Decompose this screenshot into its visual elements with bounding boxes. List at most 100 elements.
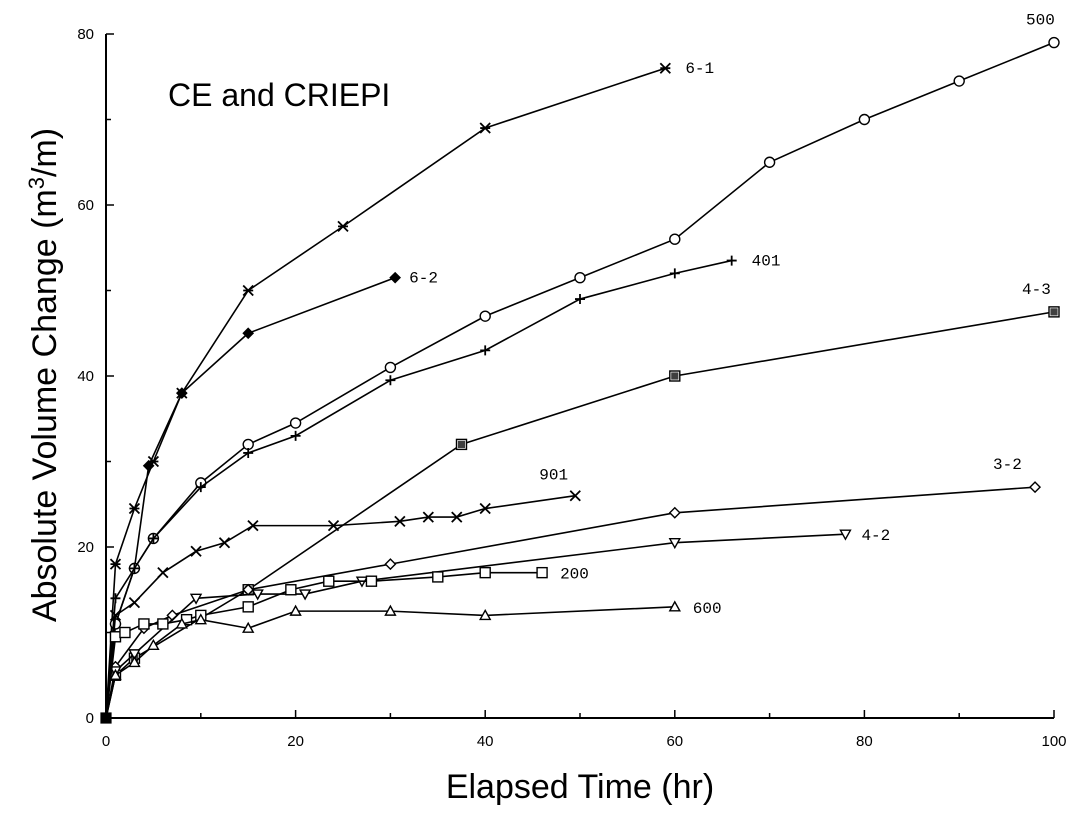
series-901: 901 (105, 467, 581, 719)
series-label: 901 (539, 467, 568, 485)
data-point (285, 584, 297, 596)
data-point (147, 638, 160, 651)
data-point (175, 387, 188, 399)
y-tick-label: 20 (77, 539, 94, 556)
data-point (574, 271, 586, 284)
data-point (128, 596, 141, 609)
data-point (243, 447, 254, 458)
data-point (289, 417, 302, 429)
series-line (105, 486, 1036, 719)
data-point (247, 519, 259, 532)
data-point (1029, 481, 1042, 494)
data-point (669, 268, 680, 279)
data-point (327, 519, 340, 532)
data-point (242, 327, 255, 340)
data-point (157, 618, 169, 630)
data-point (668, 600, 681, 612)
data-point (242, 601, 254, 613)
data-point (726, 255, 737, 266)
data-point (384, 604, 397, 616)
data-point (479, 310, 491, 322)
data-point (451, 511, 463, 523)
data-point (763, 156, 776, 168)
data-point (110, 593, 121, 604)
x-tick-label: 20 (287, 733, 304, 750)
series-600: 600 (105, 600, 722, 719)
series-label: 200 (560, 566, 589, 584)
data-point (109, 558, 122, 570)
data-point (109, 631, 122, 643)
data-point (839, 529, 852, 541)
data-point (385, 375, 396, 386)
data-point (389, 271, 401, 284)
x-tick-label: 60 (666, 733, 683, 750)
data-point (669, 233, 681, 245)
y-axis-title: Absolute Volume Change (m3/m) (24, 128, 64, 622)
data-point (455, 438, 468, 451)
data-point (858, 113, 871, 126)
data-point (1048, 36, 1060, 49)
series-label: 500 (1026, 12, 1055, 30)
x-tick-label: 0 (102, 733, 110, 750)
origin-point (100, 712, 112, 724)
series-4-2: 4-2 (105, 527, 890, 719)
data-point (365, 575, 378, 587)
data-point (148, 533, 159, 544)
series-line (105, 259, 732, 719)
series-label: 401 (752, 253, 781, 271)
data-point (242, 284, 254, 297)
data-point (1048, 306, 1060, 318)
data-point (384, 361, 397, 374)
series-label: 4-3 (1022, 281, 1051, 299)
series-layer: 6-1 6-2 500 401 4-3 901 3-2 4-2 200 600 (100, 12, 1060, 724)
data-point (175, 617, 189, 629)
data-point (251, 589, 264, 601)
data-point (394, 515, 406, 527)
y-tick-label: 40 (77, 368, 94, 385)
data-point (190, 545, 202, 557)
chart-title: CE and CRIEPI (168, 77, 390, 113)
series-line (105, 41, 1055, 719)
data-point (109, 668, 122, 680)
series-label: 6-2 (409, 270, 438, 288)
data-point (668, 506, 681, 519)
series-label: 3-2 (993, 456, 1022, 474)
data-point (138, 618, 150, 630)
x-tick-label: 40 (477, 733, 494, 750)
data-point (289, 604, 302, 616)
series-200: 200 (105, 566, 589, 719)
data-point (218, 537, 231, 549)
data-point (323, 575, 335, 587)
data-point (569, 490, 581, 502)
series-label: 6-1 (685, 60, 714, 78)
series-label: 600 (693, 600, 722, 618)
data-point (194, 613, 207, 625)
data-point (119, 626, 131, 639)
y-tick-label: 60 (77, 197, 94, 214)
data-point (298, 589, 312, 601)
series-label: 4-2 (861, 527, 890, 545)
x-tick-label: 80 (856, 733, 873, 750)
data-point (953, 75, 965, 87)
data-point (659, 62, 671, 74)
data-point (668, 538, 681, 550)
series-line (105, 311, 1055, 719)
series-line (105, 533, 846, 719)
data-point (157, 567, 169, 579)
series-line (105, 571, 543, 719)
data-point (128, 649, 141, 661)
data-point (479, 122, 491, 134)
x-axis-title: Elapsed Time (hr) (446, 768, 714, 806)
series-4-3: 4-3 (105, 281, 1060, 719)
data-point (195, 482, 206, 493)
data-point (189, 593, 203, 605)
data-point (242, 438, 254, 451)
data-point (480, 345, 491, 356)
data-point (129, 563, 140, 574)
series-401: 401 (105, 253, 781, 719)
data-point (242, 621, 255, 633)
y-tick-label: 0 (86, 710, 94, 727)
data-point (142, 459, 155, 472)
data-point (536, 566, 548, 579)
